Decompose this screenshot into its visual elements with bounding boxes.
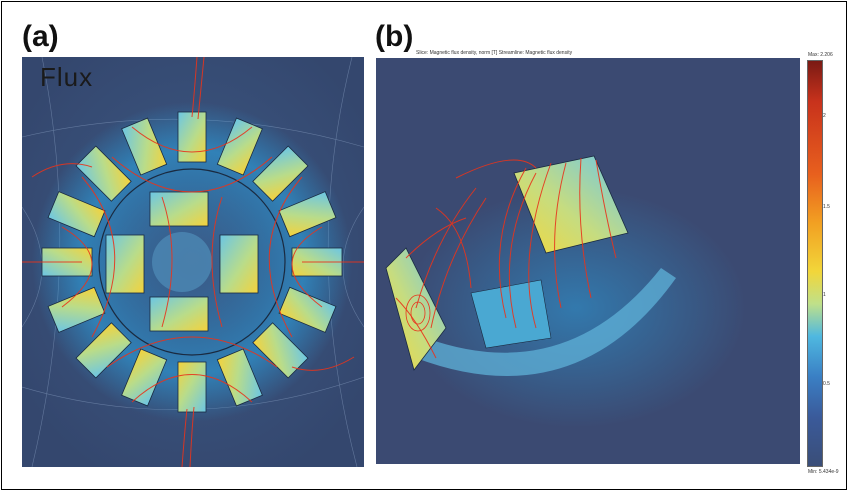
colorbar xyxy=(807,60,823,467)
flux-label: Flux xyxy=(40,62,94,92)
colorbar-min-label: Min: 5.434e-9 xyxy=(808,469,839,475)
flux-simulation-image-b xyxy=(376,58,800,464)
flux-simulation-image-a xyxy=(22,57,364,467)
colorbar-tick-0-5: 0.5 xyxy=(823,381,830,387)
colorbar-tick-2: 2 xyxy=(823,113,826,119)
panel-b-legend-text: Slice: Magnetic flux density, norm [T] S… xyxy=(416,50,573,56)
panel-a-label: (a) xyxy=(22,20,59,53)
colorbar-tick-1: 1 xyxy=(823,292,826,298)
panel-b-label: (b) xyxy=(375,20,414,53)
colorbar-max-label: Max: 2.206 xyxy=(808,52,833,58)
colorbar-tick-1-5: 1.5 xyxy=(823,204,830,210)
